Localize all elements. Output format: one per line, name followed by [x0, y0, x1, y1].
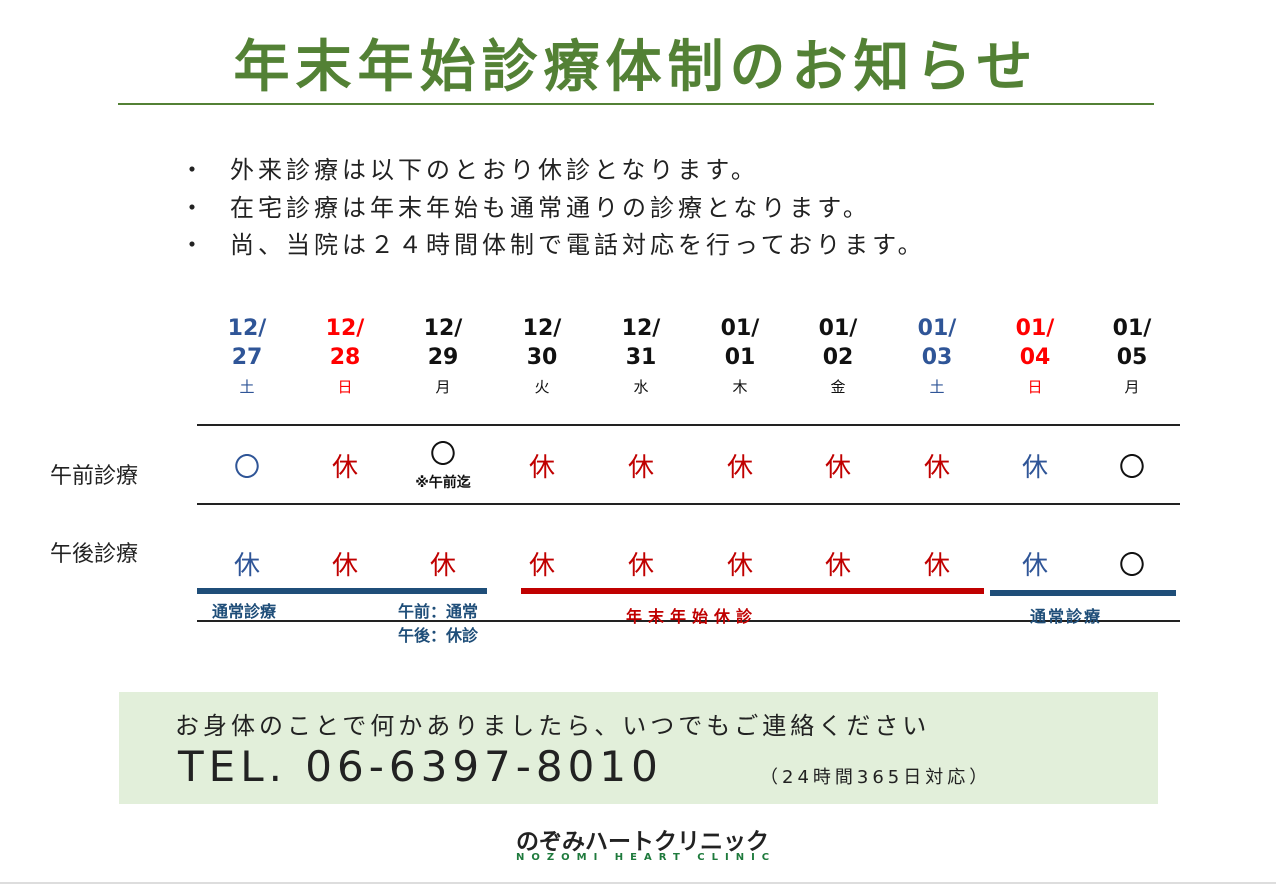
date-header: 01/02 — [793, 314, 883, 372]
date-day: 02 — [822, 345, 854, 370]
date-day: 30 — [526, 345, 558, 370]
period-bar-normal — [990, 590, 1176, 596]
date-month: 01/ — [1112, 316, 1152, 341]
footer-divider — [0, 882, 1276, 884]
am-status: 休 — [923, 453, 950, 483]
period-label-normal: 通常診療 — [212, 602, 277, 621]
date-day: 29 — [427, 345, 459, 370]
date-month: 12/ — [325, 316, 365, 341]
contact-box — [119, 692, 1158, 804]
clinic-logo-en: NOZOMI HEART CLINIC — [516, 852, 777, 863]
date-month: 12/ — [522, 316, 562, 341]
weekday-label: 月 — [1124, 378, 1140, 396]
date-day: 27 — [231, 345, 263, 370]
date-header: 01/03 — [892, 314, 982, 372]
date-header: 01/04 — [990, 314, 1080, 372]
table-divider — [197, 620, 1180, 622]
am-status: 休 — [726, 453, 753, 483]
row-label-pm: 午後診療 — [50, 542, 139, 567]
date-header: 12/27 — [202, 314, 292, 372]
period-label-partial-am: 午前：通常 — [398, 602, 479, 621]
am-status: 休 — [824, 453, 851, 483]
phone-number: TEL. 06-6397-8010 — [178, 742, 663, 791]
table-divider — [197, 424, 1180, 426]
weekday-label: 金 — [830, 378, 846, 396]
am-status: 休 — [331, 453, 358, 483]
date-day: 01 — [724, 345, 756, 370]
date-day: 05 — [1116, 345, 1148, 370]
weekday-label: 月 — [435, 378, 451, 396]
date-header: 12/29 — [398, 314, 488, 372]
date-month: 01/ — [917, 316, 957, 341]
date-month: 01/ — [818, 316, 858, 341]
period-bar-holiday — [521, 588, 984, 594]
date-header: 12/31 — [596, 314, 686, 372]
title-divider — [118, 103, 1154, 105]
date-header: 01/05 — [1087, 314, 1177, 372]
bullet-item: ・外来診療は以下のとおり休診となります。 — [180, 156, 759, 184]
pm-status: 休 — [233, 551, 260, 581]
weekday-label: 日 — [1027, 378, 1043, 396]
date-header: 12/28 — [300, 314, 390, 372]
am-status: 〇 — [429, 440, 456, 470]
period-label-holiday: 年末年始休診 — [626, 607, 759, 626]
date-day: 31 — [625, 345, 657, 370]
pm-status: 休 — [627, 551, 654, 581]
date-header: 12/30 — [497, 314, 587, 372]
phone-note: （24時間365日対応） — [760, 767, 992, 788]
pm-status: 〇 — [1118, 551, 1145, 581]
pm-status: 休 — [429, 551, 456, 581]
am-status: 〇 — [1118, 453, 1145, 483]
page-title: 年末年始診療体制のお知らせ — [233, 35, 1039, 100]
am-status: 〇 — [233, 453, 260, 483]
date-day: 28 — [329, 345, 361, 370]
weekday-label: 火 — [534, 378, 550, 396]
date-month: 12/ — [621, 316, 661, 341]
pm-status: 休 — [331, 551, 358, 581]
weekday-label: 木 — [732, 378, 748, 396]
table-divider — [197, 503, 1180, 505]
date-month: 12/ — [227, 316, 267, 341]
pm-status: 休 — [923, 551, 950, 581]
am-status: 休 — [627, 453, 654, 483]
date-month: 01/ — [1015, 316, 1055, 341]
bullet-item: ・在宅診療は年末年始も通常通りの診療となります。 — [180, 194, 871, 222]
bullet-item: ・尚、当院は２４時間体制で電話対応を行っております。 — [180, 231, 926, 259]
contact-message: お身体のことで何かありましたら、いつでもご連絡ください — [175, 712, 931, 740]
date-day: 03 — [921, 345, 953, 370]
weekday-label: 日 — [337, 378, 353, 396]
am-status: 休 — [1021, 453, 1048, 483]
am-status: 休 — [528, 453, 555, 483]
period-label-partial-pm: 午後：休診 — [398, 626, 479, 645]
date-month: 01/ — [720, 316, 760, 341]
date-header: 01/01 — [695, 314, 785, 372]
pm-status: 休 — [528, 551, 555, 581]
clinic-logo-jp: のぞみハートクリニック — [516, 829, 769, 855]
pm-status: 休 — [726, 551, 753, 581]
date-day: 04 — [1019, 345, 1051, 370]
weekday-label: 土 — [929, 378, 945, 396]
date-month: 12/ — [423, 316, 463, 341]
weekday-label: 水 — [633, 378, 649, 396]
weekday-label: 土 — [239, 378, 255, 396]
period-bar-normal — [197, 588, 487, 594]
row-label-am: 午前診療 — [50, 464, 139, 489]
pm-status: 休 — [1021, 551, 1048, 581]
period-label-normal: 通常診療 — [1030, 607, 1103, 626]
pm-status: 休 — [824, 551, 851, 581]
am-note: ※午前迄 — [415, 475, 471, 491]
